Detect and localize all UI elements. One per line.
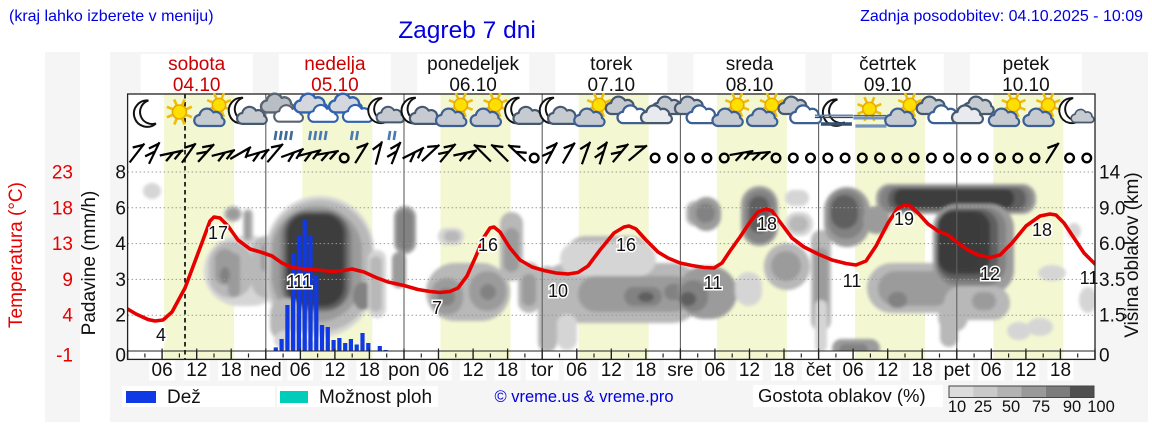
svg-text:06: 06 — [981, 360, 1002, 381]
svg-text:10: 10 — [948, 398, 966, 416]
svg-text:čet: čet — [806, 360, 832, 381]
svg-text:ponedeljek: ponedeljek — [427, 54, 519, 75]
svg-text:7: 7 — [432, 298, 442, 318]
svg-text:0: 0 — [115, 346, 126, 367]
svg-text:12: 12 — [324, 360, 345, 381]
svg-text:2: 2 — [115, 306, 126, 327]
svg-text:-1: -1 — [56, 346, 73, 367]
svg-text:Temperatura (°C): Temperatura (°C) — [6, 182, 27, 328]
svg-text:06.10: 06.10 — [449, 75, 497, 96]
svg-text:12: 12 — [186, 360, 207, 381]
svg-text:tor: tor — [531, 360, 554, 381]
svg-text:14: 14 — [1099, 163, 1121, 184]
svg-text:04.10: 04.10 — [173, 75, 221, 96]
svg-text:18: 18 — [912, 360, 933, 381]
svg-text:16: 16 — [616, 235, 636, 255]
svg-text:10.10: 10.10 — [1002, 75, 1050, 96]
svg-text:18: 18 — [773, 360, 794, 381]
svg-text:06: 06 — [428, 360, 449, 381]
svg-text:4: 4 — [156, 325, 166, 345]
svg-text:05.10: 05.10 — [311, 75, 359, 96]
svg-text:11: 11 — [704, 273, 723, 293]
svg-text:torek: torek — [590, 54, 633, 75]
svg-text:07.10: 07.10 — [588, 75, 636, 96]
svg-text:18: 18 — [757, 214, 777, 234]
svg-text:06: 06 — [704, 360, 725, 381]
svg-text:3.5: 3.5 — [1099, 270, 1125, 291]
svg-text:16: 16 — [478, 235, 498, 255]
svg-text:ned: ned — [250, 360, 282, 381]
svg-text:Možnost ploh: Možnost ploh — [319, 387, 432, 408]
svg-text:18: 18 — [221, 360, 242, 381]
svg-text:18: 18 — [1050, 360, 1071, 381]
svg-text:18: 18 — [359, 360, 380, 381]
svg-text:(kraj lahko izberete v meniju): (kraj lahko izberete v meniju) — [9, 8, 214, 25]
svg-text:11: 11 — [294, 272, 313, 292]
svg-text:Zagreb 7 dni: Zagreb 7 dni — [398, 17, 536, 44]
svg-text:13: 13 — [52, 234, 73, 255]
svg-text:06: 06 — [290, 360, 311, 381]
svg-text:petek: petek — [1003, 54, 1050, 75]
svg-text:Gostota oblakov (%): Gostota oblakov (%) — [758, 385, 926, 406]
svg-text:18: 18 — [1032, 220, 1052, 240]
svg-text:12: 12 — [739, 360, 760, 381]
svg-text:100: 100 — [1087, 398, 1115, 416]
svg-text:50: 50 — [1002, 398, 1020, 416]
svg-text:75: 75 — [1032, 398, 1050, 416]
svg-text:18: 18 — [635, 360, 656, 381]
svg-text:9: 9 — [62, 270, 73, 291]
svg-text:17: 17 — [208, 223, 228, 243]
svg-text:19: 19 — [894, 209, 914, 229]
svg-text:06: 06 — [843, 360, 864, 381]
svg-text:6: 6 — [115, 198, 126, 219]
svg-text:nedelja: nedelja — [304, 54, 366, 75]
svg-text:Zadnja posodobitev: 04.10.2025: Zadnja posodobitev: 04.10.2025 - 10:09 — [860, 8, 1143, 25]
svg-text:12: 12 — [463, 360, 484, 381]
svg-text:četrtek: četrtek — [859, 54, 917, 75]
svg-text:18: 18 — [497, 360, 518, 381]
svg-text:11: 11 — [843, 271, 862, 291]
svg-text:90: 90 — [1063, 398, 1081, 416]
svg-text:4: 4 — [62, 306, 73, 327]
svg-text:sreda: sreda — [726, 54, 774, 75]
svg-text:12: 12 — [877, 360, 898, 381]
svg-text:12: 12 — [601, 360, 622, 381]
svg-text:4: 4 — [115, 234, 126, 255]
svg-text:10: 10 — [548, 281, 568, 301]
svg-text:6.0: 6.0 — [1099, 234, 1125, 255]
svg-text:8: 8 — [115, 163, 126, 184]
svg-text:pet: pet — [944, 360, 971, 381]
svg-text:pon: pon — [388, 360, 420, 381]
svg-text:3: 3 — [115, 270, 126, 291]
svg-text:25: 25 — [974, 398, 992, 416]
svg-text:12: 12 — [980, 264, 1000, 284]
svg-text:06: 06 — [566, 360, 587, 381]
svg-text:Padavine (mm/h): Padavine (mm/h) — [79, 191, 100, 336]
svg-text:0: 0 — [1099, 346, 1110, 367]
svg-text:Dež: Dež — [167, 387, 201, 408]
svg-text:sre: sre — [667, 360, 693, 381]
svg-text:23: 23 — [52, 163, 73, 184]
svg-text:12: 12 — [1015, 360, 1036, 381]
svg-text:08.10: 08.10 — [726, 75, 774, 96]
svg-text:18: 18 — [52, 198, 73, 219]
svg-text:09.10: 09.10 — [864, 75, 912, 96]
svg-text:1.5: 1.5 — [1099, 306, 1125, 327]
svg-text:Višina oblakov (km): Višina oblakov (km) — [1122, 172, 1143, 337]
svg-text:© vreme.us & vreme.pro: © vreme.us & vreme.pro — [494, 388, 673, 406]
svg-text:9.0: 9.0 — [1099, 198, 1125, 219]
svg-text:11: 11 — [287, 272, 306, 292]
svg-text:sobota: sobota — [168, 54, 225, 75]
svg-text:06: 06 — [152, 360, 173, 381]
